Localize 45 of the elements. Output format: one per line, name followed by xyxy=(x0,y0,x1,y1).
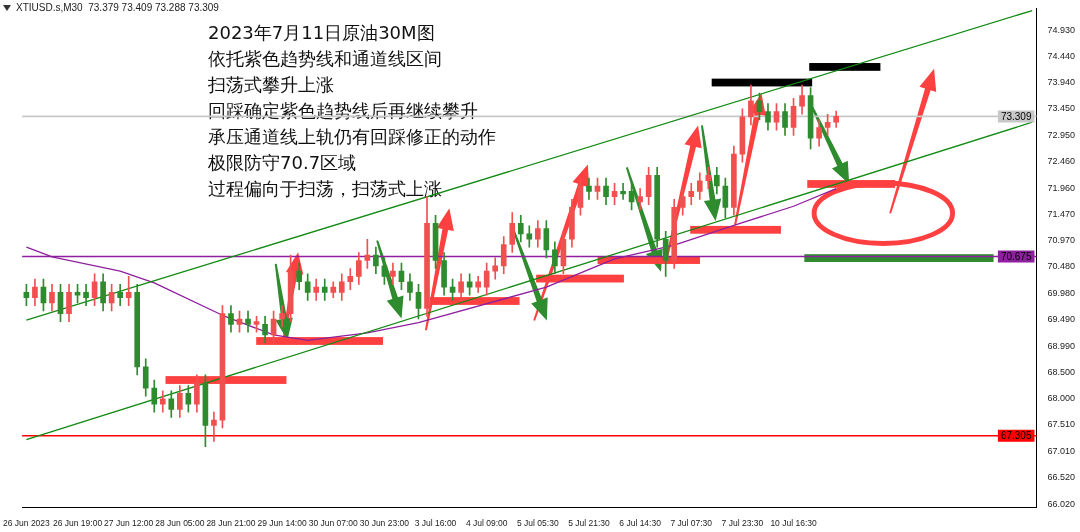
y-tick-label: 73.940 xyxy=(1047,77,1075,88)
y-tick-label: 72.950 xyxy=(1047,129,1075,140)
x-tick-label: 6 Jul 14:30 xyxy=(619,518,662,529)
y-tick-label: 68.990 xyxy=(1047,340,1075,351)
ref-line-label: 67.305 xyxy=(1000,429,1032,441)
x-tick-label: 7 Jul 07:30 xyxy=(670,518,713,529)
annotation: 2023年7月11日原油30M图 xyxy=(208,21,436,45)
x-tick-label: 28 Jun 05:00 xyxy=(155,518,205,529)
chart-title: XTIUSD.s,M30 73.379 73.409 73.288 73.309 xyxy=(16,2,219,13)
annotation: 承压通道线上轨仍有回踩修正的动作 xyxy=(208,125,496,149)
y-tick-label: 68.500 xyxy=(1047,366,1075,377)
x-tick-label: 30 Jun 07:00 xyxy=(308,518,359,529)
x-tick-label: 26 Jun 2023 xyxy=(3,518,51,529)
y-tick-label: 71.470 xyxy=(1047,208,1075,219)
y-tick-label: 70.480 xyxy=(1047,261,1075,272)
x-tick-label: 26 Jun 19:00 xyxy=(52,518,103,529)
ref-line-label: 70.675 xyxy=(1000,250,1032,262)
y-tick-label: 72.460 xyxy=(1047,156,1075,167)
x-tick-label: 5 Jul 05:30 xyxy=(517,518,559,529)
ref-line-label: 73.309 xyxy=(1000,110,1032,122)
x-tick-label: 4 Jul 09:00 xyxy=(465,518,508,529)
x-tick-label: 28 Jun 21:00 xyxy=(206,518,256,529)
x-tick-label: 27 Jun 12:00 xyxy=(104,518,154,529)
annotation: 极限防守70.7区域 xyxy=(208,151,358,175)
y-tick-label: 74.930 xyxy=(1047,24,1075,35)
x-tick-label: 7 Jul 23:30 xyxy=(721,518,764,529)
y-tick-label: 66.520 xyxy=(1047,471,1075,482)
annotation: 扫荡式攀升上涨 xyxy=(208,73,335,97)
y-tick-label: 71.960 xyxy=(1047,182,1075,193)
y-tick-label: 70.970 xyxy=(1047,235,1075,246)
x-tick-label: 3 Jul 16:00 xyxy=(414,518,457,529)
x-tick-label: 29 Jun 14:00 xyxy=(257,518,307,529)
y-tick-label: 74.440 xyxy=(1047,50,1075,61)
y-tick-label: 69.490 xyxy=(1047,314,1075,325)
x-tick-label: 30 Jun 23:00 xyxy=(359,518,410,529)
x-tick-label: 10 Jul 16:30 xyxy=(770,518,817,529)
y-tick-label: 73.450 xyxy=(1047,103,1075,114)
y-tick-label: 68.000 xyxy=(1047,393,1075,404)
x-tick-label: 5 Jul 21:30 xyxy=(568,518,611,529)
y-tick-label: 67.510 xyxy=(1047,419,1075,430)
y-tick-label: 69.980 xyxy=(1047,287,1075,298)
y-tick-label: 67.010 xyxy=(1047,445,1075,456)
annotation: 过程偏向于扫荡，扫荡式上涨 xyxy=(208,177,443,201)
y-tick-label: 66.020 xyxy=(1047,498,1075,509)
annotation: 依托紫色趋势线和通道线区间 xyxy=(208,47,443,71)
